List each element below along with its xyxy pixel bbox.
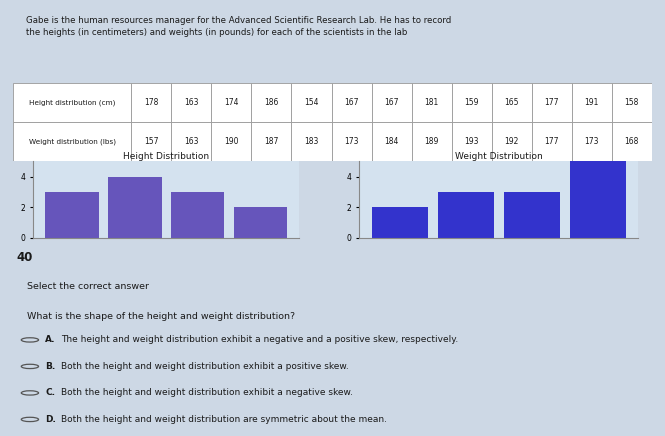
Text: 177: 177 xyxy=(545,137,559,146)
Bar xyxy=(332,122,372,161)
Text: 191: 191 xyxy=(585,98,599,107)
Bar xyxy=(372,122,412,161)
Text: 187: 187 xyxy=(264,137,279,146)
Text: 163: 163 xyxy=(184,98,199,107)
Bar xyxy=(211,122,251,161)
Text: 190: 190 xyxy=(224,137,239,146)
Text: Gabe is the human resources manager for the Advanced Scientific Research Lab. He: Gabe is the human resources manager for … xyxy=(26,16,452,37)
Bar xyxy=(171,192,224,238)
Bar xyxy=(234,207,287,238)
Text: 158: 158 xyxy=(624,98,639,107)
Text: 174: 174 xyxy=(224,98,239,107)
Title: Height Distribution: Height Distribution xyxy=(123,152,209,160)
Bar xyxy=(503,192,560,238)
Bar xyxy=(132,83,172,122)
Text: 183: 183 xyxy=(305,137,319,146)
Text: A.: A. xyxy=(45,335,56,344)
Text: Select the correct answer: Select the correct answer xyxy=(27,282,148,291)
Text: 192: 192 xyxy=(505,137,519,146)
Bar xyxy=(491,122,531,161)
Bar xyxy=(412,122,452,161)
Bar xyxy=(412,83,452,122)
Text: Height distribution (cm): Height distribution (cm) xyxy=(29,99,116,106)
Bar xyxy=(531,122,572,161)
Bar xyxy=(612,83,652,122)
Bar xyxy=(438,192,494,238)
Bar xyxy=(452,83,491,122)
Bar xyxy=(108,177,162,238)
Bar xyxy=(332,83,372,122)
Text: 154: 154 xyxy=(305,98,319,107)
Text: 189: 189 xyxy=(424,137,439,146)
Text: The height and weight distribution exhibit a negative and a positive skew, respe: The height and weight distribution exhib… xyxy=(61,335,458,344)
Bar xyxy=(491,83,531,122)
Bar xyxy=(612,122,652,161)
Bar xyxy=(172,122,211,161)
Text: 178: 178 xyxy=(144,98,159,107)
Text: 173: 173 xyxy=(585,137,599,146)
Text: 167: 167 xyxy=(384,98,399,107)
Text: 157: 157 xyxy=(144,137,159,146)
Title: Weight Distribution: Weight Distribution xyxy=(455,152,543,160)
Text: 173: 173 xyxy=(344,137,359,146)
Bar xyxy=(132,122,172,161)
Bar xyxy=(452,122,491,161)
Text: Both the height and weight distribution exhibit a negative skew.: Both the height and weight distribution … xyxy=(61,388,353,398)
Bar xyxy=(13,83,132,122)
Text: C.: C. xyxy=(45,388,55,398)
Text: Both the height and weight distribution are symmetric about the mean.: Both the height and weight distribution … xyxy=(61,415,387,424)
Bar xyxy=(172,83,211,122)
Text: 184: 184 xyxy=(384,137,399,146)
Text: 186: 186 xyxy=(264,98,279,107)
Bar xyxy=(531,83,572,122)
Bar xyxy=(291,122,332,161)
Bar xyxy=(572,122,612,161)
Text: B.: B. xyxy=(45,362,55,371)
Bar xyxy=(291,83,332,122)
Text: 168: 168 xyxy=(624,137,639,146)
Text: Weight distribution (lbs): Weight distribution (lbs) xyxy=(29,139,116,145)
Bar xyxy=(45,192,98,238)
Text: 193: 193 xyxy=(464,137,479,146)
Text: 167: 167 xyxy=(344,98,359,107)
Text: D.: D. xyxy=(45,415,56,424)
Bar xyxy=(572,83,612,122)
Text: 159: 159 xyxy=(464,98,479,107)
Bar xyxy=(570,161,626,238)
Bar xyxy=(251,122,291,161)
Bar xyxy=(251,83,291,122)
Bar xyxy=(13,122,132,161)
Text: Both the height and weight distribution exhibit a positive skew.: Both the height and weight distribution … xyxy=(61,362,349,371)
Text: 165: 165 xyxy=(504,98,519,107)
Text: 177: 177 xyxy=(545,98,559,107)
Text: 181: 181 xyxy=(424,98,439,107)
Bar xyxy=(372,207,428,238)
Text: 163: 163 xyxy=(184,137,199,146)
Bar xyxy=(372,83,412,122)
Bar xyxy=(211,83,251,122)
Text: What is the shape of the height and weight distribution?: What is the shape of the height and weig… xyxy=(27,312,295,321)
Text: 40: 40 xyxy=(17,251,33,264)
